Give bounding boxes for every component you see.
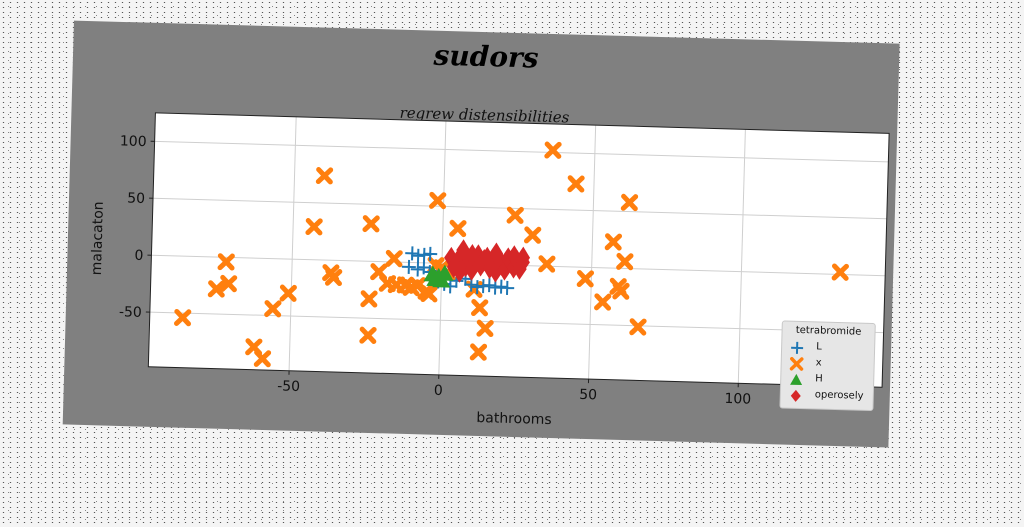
- y-axis-label: malacaton: [89, 201, 107, 275]
- x-tick-label: 100: [724, 391, 751, 408]
- legend: tetrabromide L x H: [779, 320, 875, 411]
- legend-title: tetrabromide: [782, 324, 874, 338]
- y-tick-label: 0: [134, 248, 143, 264]
- legend-marker-triangle: [789, 373, 803, 387]
- x-axis-label: bathrooms: [476, 410, 552, 428]
- legend-marker-x: [789, 357, 803, 371]
- plot-area: [148, 113, 889, 387]
- legend-marker-plus: [790, 341, 804, 355]
- legend-label: L: [816, 341, 822, 352]
- legend-label: operosely: [815, 389, 864, 401]
- y-tick-label: -50: [119, 304, 142, 321]
- scatter-chart: -50 0 50 100 -50 0 50 100 bathrooms malacaton: [63, 21, 900, 448]
- y-tick-label: 100: [120, 133, 147, 150]
- x-tick-label: 0: [434, 383, 443, 399]
- legend-item-operosely: operosely: [781, 387, 873, 406]
- x-tick-label: -50: [277, 378, 300, 395]
- y-tick-label: 50: [127, 191, 145, 207]
- legend-marker-diamond: [789, 389, 803, 403]
- legend-label: x: [816, 357, 822, 368]
- x-tick-label: 50: [579, 387, 597, 403]
- legend-label: H: [815, 373, 823, 384]
